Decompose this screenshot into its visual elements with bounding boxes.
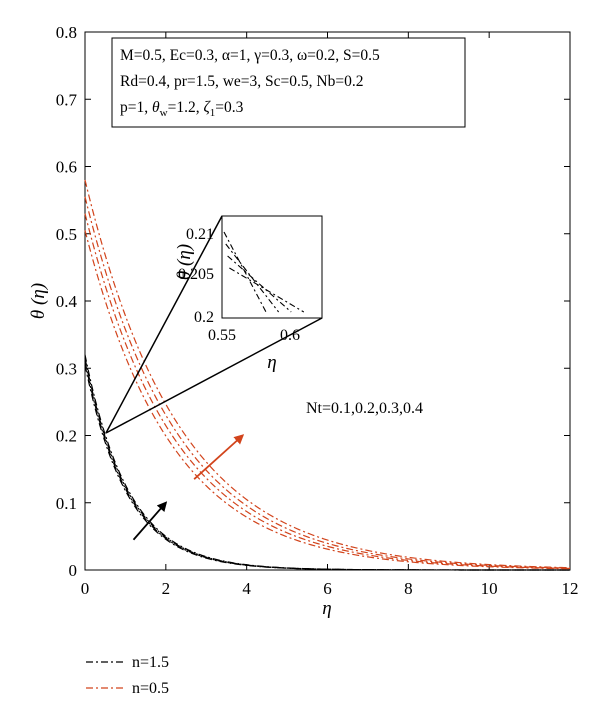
x-tick-label: 0: [81, 579, 90, 598]
x-tick-label: 10: [481, 579, 498, 598]
x-tick-label: 12: [562, 579, 579, 598]
parameter-line-1: M=0.5, Ec=0.3, α=1, γ=0.3, ω=0.2, S=0.5: [120, 47, 380, 64]
inset-line: [227, 255, 292, 313]
y-tick-label: 0.6: [56, 158, 77, 177]
arrow-n05: [193, 434, 245, 480]
series-line-n05-nt02: [84, 213, 571, 570]
series-layer: [84, 179, 571, 571]
inset-chart: 0.21 0.205 0.2 0.55 0.6 θ (η) η: [174, 215, 323, 373]
inset-y-tick-021: 0.21: [186, 226, 214, 243]
x-tick-label: 4: [242, 579, 251, 598]
zoom-connector-bottom: [105, 317, 323, 434]
one-subscript: 1: [210, 107, 216, 119]
arrow-layer: [132, 434, 245, 541]
parameter-line-3-b: =1.2,: [168, 99, 204, 116]
zeta-symbol: ζ: [203, 99, 211, 116]
series-line-n15-nt01: [84, 364, 570, 571]
legend: n=1.5 n=0.5: [86, 654, 169, 697]
inset-y-label: θ (η): [174, 244, 195, 280]
x-tick-label: 8: [404, 579, 413, 598]
inset-lines: [223, 231, 305, 313]
y-tick-label: 0.3: [56, 359, 77, 378]
zoom-connectors: [105, 215, 323, 434]
inset-frame: [221, 215, 323, 319]
inset-y-tick-02: 0.2: [194, 309, 214, 326]
nt-annotation: Nt=0.1,0.2,0.3,0.4: [306, 400, 423, 417]
inset-x-tick-06: 0.6: [280, 327, 300, 344]
parameter-box-border: [111, 37, 466, 128]
x-tick-label: 6: [323, 579, 332, 598]
inset-x-tick-055: 0.55: [208, 327, 236, 344]
w-subscript: w: [160, 107, 168, 119]
arrow-n15: [132, 501, 168, 541]
parameter-box: M=0.5, Ec=0.3, α=1, γ=0.3, ω=0.2, S=0.5 …: [111, 37, 466, 128]
x-axis-ticks: 0 2 4 6 8 10 12: [81, 32, 579, 598]
inset-x-label: η: [267, 352, 276, 373]
y-tick-label: 0.8: [56, 23, 77, 42]
parameter-line-3: p=1, θw=1.2, ζ1=0.3: [120, 99, 244, 119]
y-tick-label: 0.7: [56, 90, 78, 109]
legend-label-n05: n=0.5: [132, 680, 169, 697]
inset-y-tick-0205: 0.205: [178, 266, 214, 283]
y-tick-label: 0.1: [56, 494, 77, 513]
series-line-n15-nt03: [84, 358, 570, 571]
series-line-n05-nt04: [84, 179, 571, 569]
series-line-n15-nt02: [84, 361, 570, 571]
y-axis-ticks: 0 0.1 0.2 0.3 0.4 0.5 0.6 0.7 0.8: [56, 23, 570, 580]
y-tick-label: 0.5: [56, 225, 77, 244]
series-line-n05-nt03: [84, 196, 571, 569]
x-axis-label: η: [322, 598, 331, 619]
inset-line: [229, 267, 305, 313]
series-line-n15-nt04: [84, 354, 570, 571]
zoom-connector-top: [105, 215, 223, 434]
parameter-line-3-c: =0.3: [215, 99, 243, 116]
y-tick-label: 0.2: [56, 427, 77, 446]
parameter-line-3-a: p=1,: [120, 99, 152, 116]
parameter-line-2: Rd=0.4, pr=1.5, we=3, Sc=0.5, Nb=0.2: [120, 73, 363, 90]
x-tick-label: 2: [162, 579, 171, 598]
y-tick-label: 0: [69, 561, 78, 580]
y-axis-label: θ (η): [28, 283, 49, 319]
y-tick-label: 0.4: [56, 292, 78, 311]
series-line-n05-nt01: [84, 230, 571, 570]
legend-label-n15: n=1.5: [132, 654, 169, 671]
theta-symbol: θ: [152, 99, 160, 116]
